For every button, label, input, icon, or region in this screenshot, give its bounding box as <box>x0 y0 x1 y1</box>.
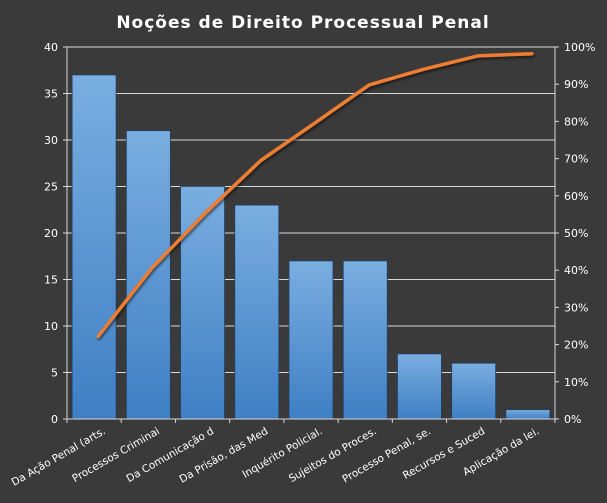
left-tick-label: 35 <box>44 88 58 101</box>
bar <box>397 353 442 420</box>
bar <box>234 204 280 420</box>
category-axis: Da Ação Penal (arts.Processos CriminaiDa… <box>10 418 556 489</box>
bar <box>71 74 117 420</box>
right-tick-label: 20% <box>564 339 588 352</box>
category-label: Processo Penal, se. <box>340 425 433 485</box>
left-tick-label: 5 <box>51 367 58 380</box>
right-tick-label: 70% <box>564 153 588 166</box>
right-tick-label: 100% <box>564 41 595 54</box>
right-tick-label: 0% <box>564 413 581 426</box>
right-tick-label: 90% <box>564 78 588 91</box>
category-label: Da Prisão, das Med <box>177 425 270 486</box>
category-label: Processos Criminai <box>70 425 162 485</box>
right-tick-label: 50% <box>564 227 588 240</box>
right-tick-label: 60% <box>564 190 588 203</box>
right-axis: 0% 10% 20% 30% 40% 50% 60% 70% 80% 90% 100% <box>554 41 595 426</box>
left-tick-label: 40 <box>44 41 58 54</box>
bar <box>180 186 225 420</box>
bar <box>342 260 388 420</box>
left-tick-label: 20 <box>44 227 58 240</box>
left-tick-label: 30 <box>44 134 58 147</box>
left-tick-label: 0 <box>51 413 58 426</box>
bar <box>505 409 551 420</box>
cumulative-line-path <box>96 51 534 339</box>
left-tick-label: 10 <box>44 320 58 333</box>
right-tick-label: 80% <box>564 115 588 128</box>
chart-title: Noções de Direito Processual Penal <box>116 13 489 33</box>
right-tick-label: 40% <box>564 264 588 277</box>
left-tick-label: 15 <box>44 274 58 287</box>
right-tick-label: 30% <box>564 301 588 314</box>
bar <box>451 362 497 420</box>
cumulative-line <box>96 51 534 339</box>
left-axis: 0 5 10 15 20 25 30 35 40 <box>44 41 68 426</box>
right-tick-label: 10% <box>564 376 588 389</box>
category-label: Sujeitos do Proces. <box>287 425 379 485</box>
category-label: Da Comunicação d <box>124 425 216 485</box>
left-tick-label: 25 <box>44 181 58 194</box>
category-label: Da Ação Penal (arts. <box>10 425 108 489</box>
bars <box>71 74 551 420</box>
bar <box>288 260 334 420</box>
